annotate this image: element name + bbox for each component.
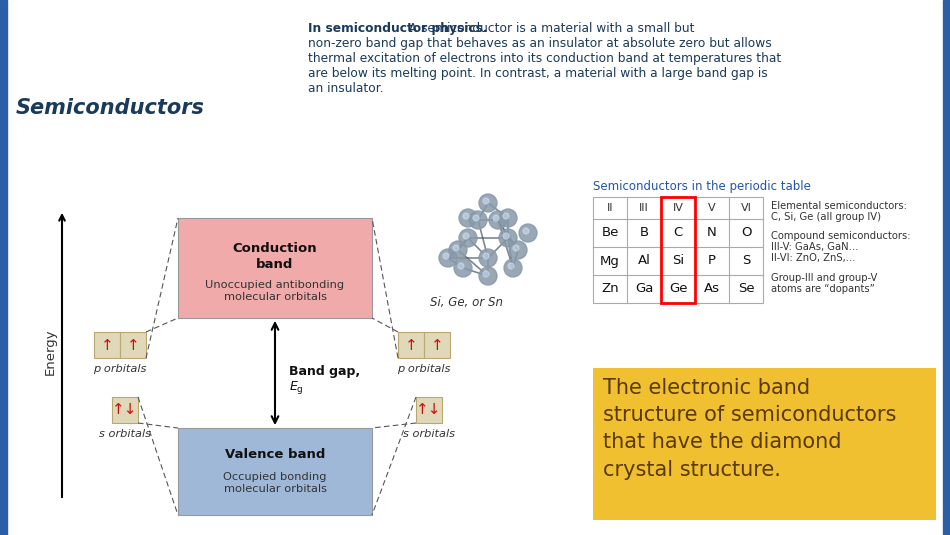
Text: Occupied bonding
molecular orbitals: Occupied bonding molecular orbitals: [223, 472, 327, 494]
Text: S: S: [742, 255, 750, 268]
Circle shape: [513, 245, 519, 251]
Circle shape: [479, 249, 497, 267]
Text: $E_{\mathrm{g}}$: $E_{\mathrm{g}}$: [289, 379, 304, 396]
Text: ↑↓: ↑↓: [112, 402, 138, 417]
Bar: [178, 428, 372, 515]
Text: C: C: [674, 226, 683, 240]
Bar: [424, 332, 450, 358]
Circle shape: [493, 215, 499, 221]
Text: Semiconductors in the periodic table: Semiconductors in the periodic table: [593, 180, 811, 193]
Circle shape: [458, 263, 464, 269]
Text: Valence band: Valence band: [225, 448, 325, 461]
Circle shape: [469, 211, 487, 229]
Text: Compound semiconductors:: Compound semiconductors:: [771, 231, 910, 241]
Text: ↑: ↑: [101, 338, 113, 353]
Text: Semiconductors: Semiconductors: [16, 98, 205, 118]
Circle shape: [519, 224, 537, 242]
Text: p orbitals: p orbitals: [93, 364, 146, 374]
Circle shape: [483, 198, 489, 204]
Circle shape: [479, 267, 497, 285]
Circle shape: [523, 228, 529, 234]
Text: Si: Si: [672, 255, 684, 268]
Text: Se: Se: [738, 282, 754, 295]
Circle shape: [483, 253, 489, 259]
Text: Ga: Ga: [635, 282, 654, 295]
Circle shape: [504, 259, 522, 277]
Text: are below its melting point. In contrast, a material with a large band gap is: are below its melting point. In contrast…: [308, 67, 768, 80]
Circle shape: [483, 271, 489, 277]
Circle shape: [463, 213, 469, 219]
Text: ↑: ↑: [405, 338, 417, 353]
Text: The electronic band
structure of semiconductors
that have the diamond
crystal st: The electronic band structure of semicon…: [603, 378, 897, 479]
Text: V: V: [708, 203, 715, 213]
Text: Energy: Energy: [44, 328, 56, 376]
Text: Ge: Ge: [669, 282, 687, 295]
Text: Conduction
band: Conduction band: [233, 242, 317, 271]
Circle shape: [479, 194, 497, 212]
Text: B: B: [639, 226, 649, 240]
Bar: [661, 197, 695, 303]
Bar: [112, 397, 138, 423]
Bar: [94, 332, 120, 358]
Text: Mg: Mg: [600, 255, 620, 268]
Bar: [120, 332, 146, 358]
Circle shape: [503, 233, 509, 239]
Text: Elemental semiconductors:: Elemental semiconductors:: [771, 201, 907, 211]
Circle shape: [503, 213, 509, 219]
Text: ↑: ↑: [430, 338, 444, 353]
Text: thermal excitation of electrons into its conduction band at temperatures that: thermal excitation of electrons into its…: [308, 52, 781, 65]
Circle shape: [473, 215, 479, 221]
Text: IV: IV: [673, 203, 683, 213]
Text: O: O: [741, 226, 751, 240]
Bar: [593, 197, 763, 303]
Bar: [943, 0, 950, 535]
Bar: [416, 397, 442, 423]
Bar: [593, 368, 936, 520]
Circle shape: [443, 253, 449, 259]
Text: non-zero band gap that behaves as an insulator at absolute zero but allows: non-zero band gap that behaves as an ins…: [308, 37, 771, 50]
Circle shape: [509, 241, 527, 259]
Text: Band gap,: Band gap,: [289, 365, 360, 378]
Circle shape: [459, 209, 477, 227]
Text: A semiconductor is a material with a small but: A semiconductor is a material with a sma…: [308, 22, 694, 35]
Text: In semiconductor physics.: In semiconductor physics.: [308, 22, 487, 35]
Bar: [178, 218, 372, 318]
Text: ↑↓: ↑↓: [416, 402, 442, 417]
Text: Al: Al: [637, 255, 651, 268]
Circle shape: [454, 259, 472, 277]
Text: p orbitals: p orbitals: [397, 364, 450, 374]
Circle shape: [508, 263, 514, 269]
Text: ↑: ↑: [126, 338, 140, 353]
Text: Unoccupied antibonding
molecular orbitals: Unoccupied antibonding molecular orbital…: [205, 280, 345, 302]
Bar: [398, 332, 424, 358]
Text: III-V: GaAs, GaN...: III-V: GaAs, GaN...: [771, 242, 859, 252]
Text: II: II: [607, 203, 614, 213]
Text: Si, Ge, or Sn: Si, Ge, or Sn: [429, 296, 503, 309]
Text: P: P: [708, 255, 716, 268]
Circle shape: [449, 241, 467, 259]
Text: C, Si, Ge (all group IV): C, Si, Ge (all group IV): [771, 212, 881, 222]
Text: III: III: [639, 203, 649, 213]
Text: VI: VI: [741, 203, 751, 213]
Circle shape: [489, 211, 507, 229]
Text: s orbitals: s orbitals: [99, 429, 151, 439]
Text: II-VI: ZnO, ZnS,...: II-VI: ZnO, ZnS,...: [771, 253, 856, 263]
Text: Group-III and group-V: Group-III and group-V: [771, 273, 878, 283]
Text: N: N: [707, 226, 717, 240]
Text: an insulator.: an insulator.: [308, 82, 384, 95]
Circle shape: [499, 229, 517, 247]
Circle shape: [499, 209, 517, 227]
Text: Zn: Zn: [601, 282, 618, 295]
Text: s orbitals: s orbitals: [403, 429, 455, 439]
Text: atoms are “dopants”: atoms are “dopants”: [771, 284, 875, 294]
Text: As: As: [704, 282, 720, 295]
Circle shape: [459, 229, 477, 247]
Circle shape: [439, 249, 457, 267]
Bar: [0, 0, 7, 535]
Circle shape: [463, 233, 469, 239]
Circle shape: [453, 245, 459, 251]
Text: Be: Be: [601, 226, 618, 240]
